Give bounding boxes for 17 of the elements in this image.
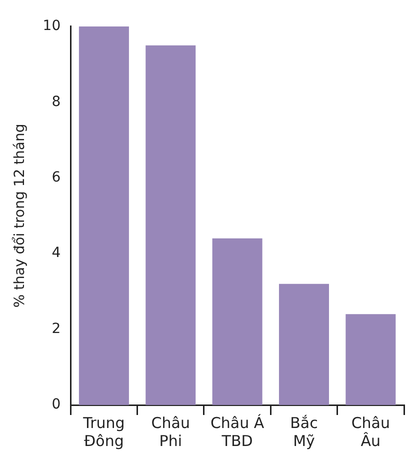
y-tick-label: 10 (42, 18, 61, 34)
bar (212, 238, 262, 405)
x-tick-label: Châu Âu (351, 414, 390, 450)
x-tick-label: Trung Đông (82, 414, 125, 450)
bar (346, 314, 396, 405)
bar (278, 284, 329, 405)
bar (78, 26, 129, 405)
bar (146, 45, 196, 405)
y-tick-label: 2 (52, 320, 61, 337)
x-tick-label: Bắc Mỹ (290, 414, 318, 450)
x-tick-label: Châu Á TBD (210, 414, 265, 450)
y-tick-label: 8 (52, 94, 61, 110)
y-tick-label: 6 (52, 169, 61, 186)
y-tick-label: 4 (52, 245, 61, 262)
y-tick-label: 0 (52, 396, 61, 413)
y-axis-title: % thay đổi trong 12 tháng (11, 124, 28, 308)
x-tick-label: Châu Phi (151, 414, 190, 450)
